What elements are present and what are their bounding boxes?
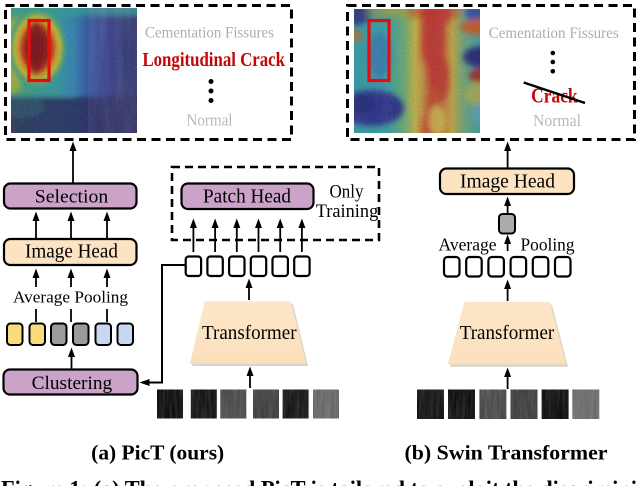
svg-text:Image Head: Image Head	[25, 242, 118, 263]
svg-text:Image Head: Image Head	[460, 171, 555, 192]
svg-text:Only: Only	[330, 182, 364, 203]
svg-text:Patch Head: Patch Head	[203, 187, 291, 208]
svg-text:Pooling: Pooling	[521, 235, 575, 255]
svg-text:Normal: Normal	[187, 111, 233, 130]
svg-text:Clustering: Clustering	[32, 373, 113, 394]
svg-text:Longitudinal Crack: Longitudinal Crack	[142, 49, 285, 71]
svg-text:(a) PicT (ours): (a) PicT (ours)	[91, 441, 224, 465]
svg-text:Training: Training	[316, 201, 379, 222]
svg-text:(b) Swin Transformer: (b) Swin Transformer	[405, 441, 608, 465]
svg-text:Cementation Fissures: Cementation Fissures	[145, 25, 274, 42]
svg-text:Transformer: Transformer	[202, 323, 297, 344]
svg-text:Normal: Normal	[533, 111, 581, 130]
svg-text:Figure 1: (a) The proposed Pic: Figure 1: (a) The proposed PicT is tailo…	[1, 477, 638, 486]
svg-text:Average Pooling: Average Pooling	[13, 288, 129, 307]
svg-text:Transformer: Transformer	[460, 323, 555, 344]
svg-text:Cementation Fissures: Cementation Fissures	[489, 25, 619, 42]
svg-text:Selection: Selection	[35, 187, 109, 208]
svg-text:Average: Average	[439, 235, 497, 255]
